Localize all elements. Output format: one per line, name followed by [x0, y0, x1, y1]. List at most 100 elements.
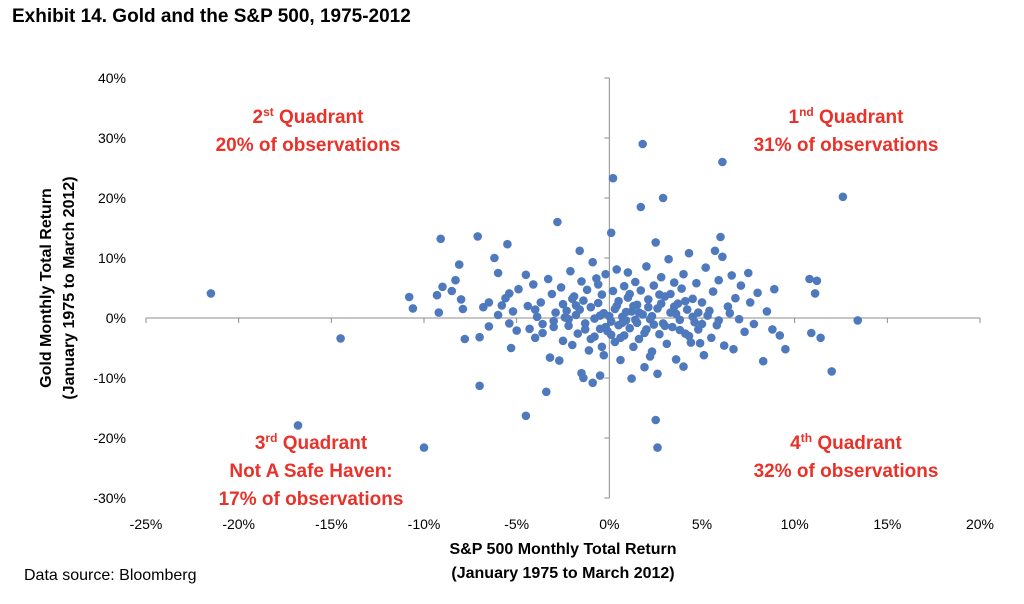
data-point	[597, 342, 607, 352]
data-point	[582, 285, 592, 295]
data-point	[634, 334, 644, 344]
data-point	[556, 283, 566, 292]
data-point	[408, 304, 418, 313]
data-point	[631, 315, 640, 325]
data-point	[762, 307, 772, 316]
y-tick-label: 10%	[98, 250, 126, 266]
data-point	[781, 344, 790, 354]
data-point	[580, 319, 590, 328]
data-point	[734, 314, 744, 324]
axis-titles: S&P 500 Monthly Total Return (January 197…	[38, 176, 677, 582]
data-point	[644, 295, 653, 304]
data-point	[623, 268, 633, 277]
y-axis-title: (January 1975 to March 2012)	[61, 176, 78, 399]
data-point	[616, 355, 625, 365]
data-point	[595, 311, 605, 320]
data-point	[542, 387, 551, 397]
data-point	[651, 415, 660, 425]
data-point	[679, 362, 688, 371]
data-point	[460, 334, 470, 344]
y-tick-label: -10%	[93, 370, 126, 386]
quadrant-label-q4: 4th Quadrant	[790, 431, 902, 454]
data-point	[553, 217, 562, 227]
data-point	[753, 288, 762, 298]
x-axis-title: (January 1975 to March 2012)	[451, 565, 674, 582]
y-tick-label: -30%	[93, 490, 126, 506]
data-point	[668, 322, 677, 332]
data-point	[675, 325, 685, 335]
data-point	[669, 278, 679, 287]
data-point	[505, 319, 514, 328]
data-point	[584, 346, 594, 355]
data-point	[605, 311, 614, 321]
quadrant-label-q2: 2st Quadrant	[253, 105, 365, 128]
y-tick-label: 20%	[98, 190, 126, 206]
x-tick-label: 0%	[599, 516, 619, 532]
data-point	[695, 338, 705, 348]
data-point	[597, 290, 607, 299]
data-point	[588, 378, 597, 388]
data-point	[521, 411, 531, 421]
data-point	[729, 344, 738, 354]
data-point	[595, 371, 605, 380]
data-point	[549, 322, 558, 332]
quadrant-label-q1: 1nd Quadrant	[789, 105, 905, 128]
data-point	[484, 322, 494, 331]
data-point	[827, 367, 836, 376]
data-point	[636, 202, 646, 212]
data-point	[681, 296, 690, 306]
data-point	[640, 328, 649, 338]
data-point	[775, 331, 785, 340]
data-point	[575, 246, 584, 256]
data-point	[586, 334, 596, 344]
data-point	[718, 157, 727, 167]
data-point	[812, 276, 822, 286]
data-point	[708, 287, 718, 296]
data-point	[454, 260, 464, 269]
data-point	[619, 281, 629, 291]
data-point	[714, 316, 723, 325]
y-tick-label: -20%	[93, 430, 126, 446]
data-point	[618, 318, 627, 328]
data-point	[336, 334, 345, 343]
data-point	[505, 289, 514, 298]
data-point	[530, 305, 540, 314]
data-point	[636, 286, 646, 295]
data-point	[625, 289, 634, 299]
data-point	[731, 293, 740, 303]
data-point	[530, 333, 540, 343]
data-point	[768, 325, 777, 334]
data-point	[718, 252, 727, 262]
data-point	[682, 305, 692, 314]
data-point	[625, 323, 634, 333]
data-point	[710, 246, 720, 256]
data-point	[758, 356, 768, 366]
data-point	[671, 355, 681, 364]
quadrant-note-q1: 31% of observations	[754, 135, 939, 156]
data-point	[586, 302, 596, 312]
data-point	[568, 340, 577, 350]
data-point	[558, 299, 568, 309]
quadrant-annotations: 1nd Quadrant 31% of observations 2st Quadr…	[216, 105, 939, 510]
data-point	[707, 333, 716, 343]
data-point	[508, 307, 518, 316]
data-point	[629, 301, 638, 311]
data-point	[749, 319, 759, 329]
data-point	[451, 275, 460, 285]
data-point	[744, 268, 753, 278]
data-point	[506, 343, 516, 353]
y-tick-label: 40%	[98, 70, 126, 86]
data-point	[536, 298, 546, 307]
data-point	[547, 289, 557, 299]
data-point	[293, 421, 303, 430]
data-point	[684, 248, 694, 258]
data-point	[701, 263, 710, 272]
data-point	[669, 302, 679, 311]
data-point	[608, 173, 618, 183]
data-point	[658, 193, 668, 203]
data-point	[664, 254, 673, 264]
data-point	[512, 326, 521, 335]
data-point	[438, 282, 447, 292]
data-point	[560, 313, 570, 322]
